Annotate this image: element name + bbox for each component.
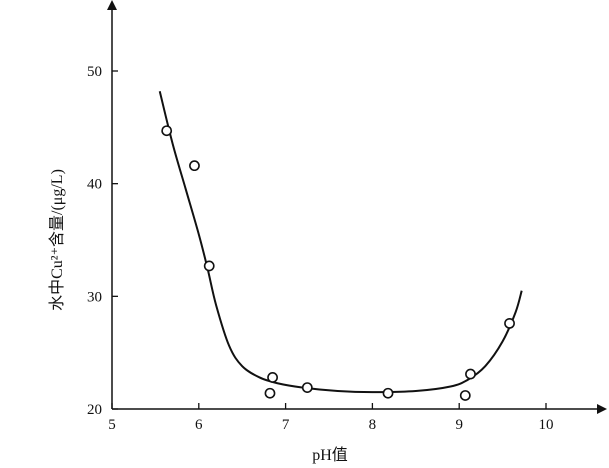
data-point bbox=[504, 317, 515, 329]
y-tick-label: 50 bbox=[87, 64, 102, 80]
y-ticks: 20 30 40 50 bbox=[87, 64, 118, 418]
x-tick-label: 9 bbox=[455, 417, 463, 433]
x-tick-label: 10 bbox=[539, 417, 554, 433]
data-point bbox=[301, 382, 313, 393]
x-tick-label: 7 bbox=[282, 417, 290, 433]
data-point bbox=[189, 160, 200, 172]
data-point bbox=[264, 387, 276, 399]
fit-curve bbox=[158, 91, 523, 394]
data-points-layer bbox=[161, 125, 515, 401]
x-axis-arrow bbox=[597, 404, 607, 414]
data-point bbox=[161, 125, 173, 137]
y-axis-title: 水中Cu²⁺含量/(μg/L) bbox=[48, 169, 66, 311]
axes bbox=[107, 0, 607, 414]
fit-curve-layer bbox=[158, 91, 523, 394]
x-tick-label: 5 bbox=[108, 417, 116, 433]
y-tick-label: 20 bbox=[87, 402, 102, 418]
data-point bbox=[267, 372, 278, 383]
x-axis-title: pH值 bbox=[312, 446, 348, 464]
y-axis-arrow bbox=[107, 0, 117, 10]
data-point bbox=[459, 390, 471, 401]
y-tick-label: 40 bbox=[87, 177, 102, 193]
x-tick-label: 6 bbox=[195, 417, 203, 433]
y-tick-label: 30 bbox=[87, 289, 102, 305]
x-ticks: 5 6 7 8 9 10 bbox=[108, 403, 554, 433]
data-point bbox=[465, 368, 476, 380]
data-point bbox=[203, 260, 215, 272]
x-tick-label: 8 bbox=[369, 417, 377, 433]
data-point bbox=[382, 387, 394, 399]
